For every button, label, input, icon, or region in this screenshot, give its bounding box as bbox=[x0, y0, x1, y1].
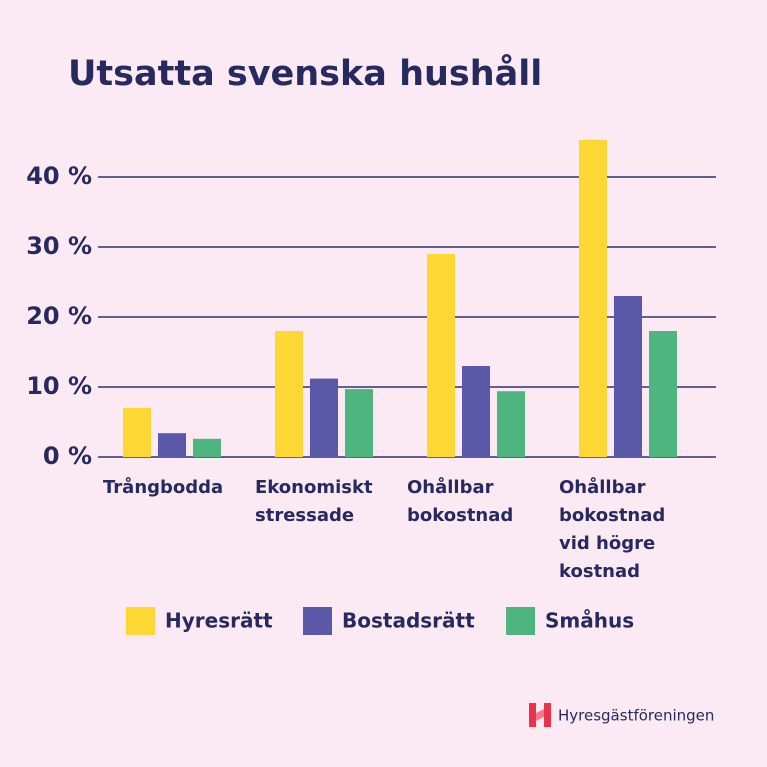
y-tick-label: 10 % bbox=[26, 372, 92, 400]
x-tick-label: Trångbodda bbox=[103, 477, 224, 498]
y-tick-label: 20 % bbox=[26, 302, 92, 330]
logo bbox=[544, 703, 551, 727]
logo bbox=[529, 703, 536, 727]
x-tick-label: Ohållbar bokostnad bbox=[407, 477, 514, 526]
bar bbox=[649, 331, 677, 457]
y-tick-label: 0 % bbox=[43, 442, 92, 470]
bar bbox=[614, 296, 642, 457]
legend-swatch bbox=[126, 607, 155, 635]
bar bbox=[123, 408, 151, 457]
legend-label: Bostadsrätt bbox=[342, 609, 475, 633]
bar bbox=[275, 331, 303, 457]
bar bbox=[310, 378, 338, 457]
legend-swatch bbox=[506, 607, 535, 635]
logo bbox=[536, 709, 544, 721]
brand-name: Hyresgästföreningen bbox=[558, 707, 714, 725]
legend-label: Hyresrätt bbox=[165, 609, 273, 633]
bar bbox=[345, 389, 373, 457]
bar bbox=[462, 366, 490, 457]
y-tick-label: 30 % bbox=[26, 232, 92, 260]
legend-swatch bbox=[303, 607, 332, 635]
chart-title: Utsatta svenska hushåll bbox=[68, 53, 542, 94]
bar bbox=[497, 391, 525, 457]
bar bbox=[193, 438, 221, 457]
x-tick-label: Ohållbar bokostnad vid högre kostnad bbox=[559, 477, 666, 582]
bar bbox=[427, 254, 455, 457]
y-tick-label: 40 % bbox=[26, 162, 92, 190]
bar bbox=[158, 433, 186, 457]
x-tick-label: Ekonomiskt stressade bbox=[255, 477, 373, 526]
legend-label: Småhus bbox=[545, 609, 634, 633]
bar bbox=[579, 139, 607, 457]
